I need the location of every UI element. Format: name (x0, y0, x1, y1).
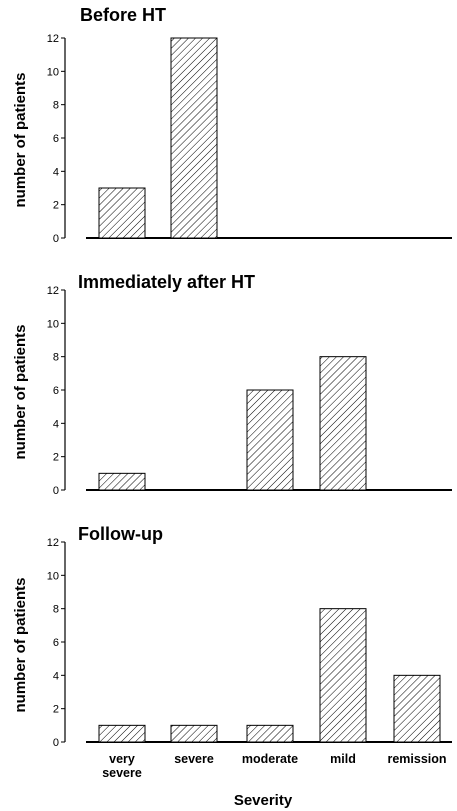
y-tick-label: 2 (53, 200, 59, 212)
x-tick-label: moderate (242, 752, 298, 766)
y-tick-label: 4 (53, 166, 59, 178)
panel-title: Before HT (80, 5, 166, 25)
plot-area: 0 2 4 6 8 10 12 (47, 285, 452, 497)
bar-severe (170, 37, 218, 239)
bar-mild (319, 608, 367, 743)
panel-title: Follow-up (78, 524, 163, 544)
y-tick-label: 12 (47, 537, 59, 549)
y-tick-label: 4 (53, 670, 59, 682)
y-tick-label: 8 (53, 352, 59, 364)
y-tick-label: 12 (47, 285, 59, 297)
bar-very-severe (98, 187, 146, 239)
bar-moderate (246, 389, 294, 491)
bar-remission (393, 674, 441, 743)
y-tick-label: 8 (53, 100, 59, 112)
bar-moderate (246, 724, 294, 743)
panel-before-ht: Before HT number of patients 0 2 4 6 8 10 12 (12, 5, 452, 245)
y-tick-label: 6 (53, 385, 59, 397)
y-tick-label: 2 (53, 452, 59, 464)
y-tick-label: 6 (53, 637, 59, 649)
panel-follow-up: Follow-up number of patients 0 2 4 6 8 10 12 v… (12, 524, 452, 809)
y-tick-label: 0 (53, 233, 59, 245)
x-tick-label: severe (102, 766, 142, 780)
y-tick-label: 2 (53, 704, 59, 716)
bar-severe (170, 724, 218, 743)
y-axis-label: number of patients (12, 577, 29, 712)
y-tick-label: 0 (53, 485, 59, 497)
bar-mild (319, 356, 367, 491)
y-tick-label: 0 (53, 737, 59, 749)
y-tick-label: 10 (47, 66, 59, 78)
y-tick-label: 4 (53, 418, 59, 430)
y-axis-label: number of patients (12, 324, 29, 459)
y-axis-label: number of patients (12, 72, 29, 207)
x-tick-label: remission (387, 752, 446, 766)
y-tick-label: 10 (47, 570, 59, 582)
y-tick-label: 10 (47, 318, 59, 330)
bar-very-severe (98, 724, 146, 743)
panel-title: Immediately after HT (78, 272, 255, 292)
x-tick-label: severe (174, 752, 214, 766)
panel-immediately-after-ht: Immediately after HT number of patients … (12, 272, 452, 497)
plot-area: 0 2 4 6 8 10 12 (47, 33, 452, 245)
x-tick-label: very (109, 752, 135, 766)
bar-very-severe (98, 472, 146, 491)
y-tick-label: 12 (47, 33, 59, 45)
y-tick-label: 8 (53, 604, 59, 616)
y-tick-label: 6 (53, 133, 59, 145)
plot-area: 0 2 4 6 8 10 12 (47, 537, 452, 749)
x-tick-label: mild (330, 752, 356, 766)
x-axis-label: Severity (234, 792, 293, 809)
